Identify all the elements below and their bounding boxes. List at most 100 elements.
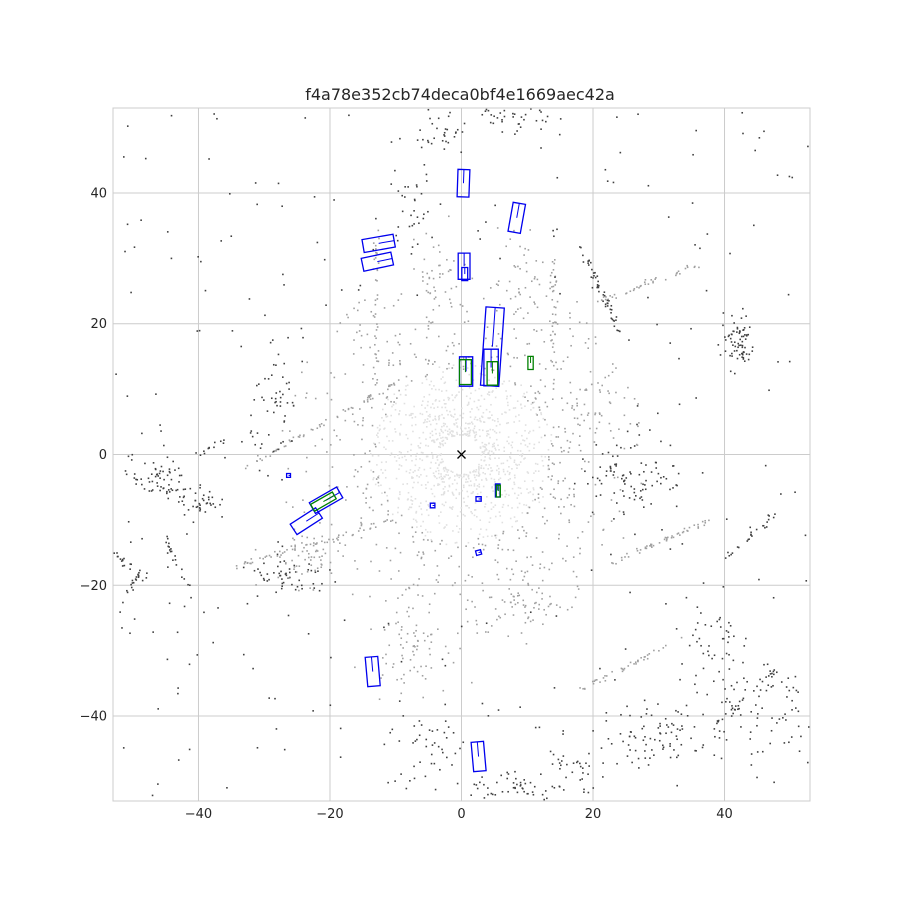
lidar-point xyxy=(393,456,396,458)
lidar-point xyxy=(452,492,454,495)
lidar-point xyxy=(679,729,681,732)
lidar-point xyxy=(650,279,653,281)
lidar-point xyxy=(514,382,516,384)
lidar-point xyxy=(634,736,637,739)
lidar-point xyxy=(549,493,552,496)
lidar-point xyxy=(495,309,498,312)
lidar-point xyxy=(602,762,604,764)
lidar-point xyxy=(497,544,500,546)
lidar-point xyxy=(555,436,558,438)
lidar-point xyxy=(519,450,522,452)
lidar-point xyxy=(495,438,498,441)
lidar-point xyxy=(482,297,485,300)
lidar-point xyxy=(380,503,383,506)
lidar-point xyxy=(356,485,359,488)
lidar-point xyxy=(410,214,412,217)
lidar-point xyxy=(399,363,402,366)
lidar-point xyxy=(517,449,519,452)
lidar-point xyxy=(554,276,556,278)
lidar-point xyxy=(386,494,388,497)
lidar-point xyxy=(459,474,462,477)
lidar-point xyxy=(259,571,261,574)
lidar-point xyxy=(669,488,671,491)
lidar-point xyxy=(502,503,505,506)
lidar-point xyxy=(371,397,374,400)
lidar-point xyxy=(780,681,783,683)
lidar-point xyxy=(321,535,324,538)
lidar-point xyxy=(476,515,478,518)
lidar-point xyxy=(484,503,487,505)
lidar-point xyxy=(722,637,725,640)
lidar-point xyxy=(229,193,231,195)
lidar-point xyxy=(768,515,770,517)
lidar-point xyxy=(506,352,509,355)
lidar-point xyxy=(462,497,465,500)
lidar-point xyxy=(604,305,607,308)
lidar-point xyxy=(235,565,238,567)
lidar-point xyxy=(258,469,261,472)
lidar-point xyxy=(384,476,387,479)
lidar-point xyxy=(264,377,266,380)
lidar-point xyxy=(675,628,678,630)
lidar-point xyxy=(253,569,256,572)
lidar-point xyxy=(550,271,553,274)
lidar-point xyxy=(443,492,445,494)
lidar-point xyxy=(519,784,522,786)
lidar-point xyxy=(474,502,477,504)
lidar-point xyxy=(470,794,472,796)
lidar-point xyxy=(439,273,441,275)
lidar-point xyxy=(479,419,481,422)
lidar-point xyxy=(745,334,748,336)
lidar-point xyxy=(331,466,334,468)
lidar-point xyxy=(273,411,275,414)
lidar-point xyxy=(721,657,724,660)
lidar-point xyxy=(472,556,474,559)
lidar-point xyxy=(162,470,164,473)
lidar-point xyxy=(391,405,393,408)
lidar-point xyxy=(426,455,429,458)
lidar-point xyxy=(156,482,158,484)
lidar-point xyxy=(281,582,284,585)
lidar-point xyxy=(455,394,457,397)
lidar-point xyxy=(473,400,476,403)
lidar-point xyxy=(406,632,409,635)
lidar-point xyxy=(626,705,628,708)
lidar-point xyxy=(471,681,473,684)
lidar-point xyxy=(602,776,604,778)
lidar-point xyxy=(472,547,475,549)
lidar-point xyxy=(675,709,677,712)
lidar-point xyxy=(151,794,154,797)
lidar-point xyxy=(380,484,382,487)
lidar-point xyxy=(425,378,428,381)
lidar-point xyxy=(447,433,449,435)
lidar-point xyxy=(644,484,646,486)
lidar-point xyxy=(438,463,441,466)
lidar-point xyxy=(681,543,684,545)
lidar-point xyxy=(527,584,530,586)
lidar-point xyxy=(585,388,587,391)
lidar-point xyxy=(292,537,294,540)
lidar-point xyxy=(474,425,476,428)
lidar-point xyxy=(527,312,529,314)
ground-truth-box xyxy=(495,484,501,498)
lidar-point xyxy=(624,483,626,485)
lidar-point xyxy=(306,536,309,539)
lidar-point xyxy=(625,477,628,479)
lidar-point xyxy=(130,291,132,294)
lidar-point xyxy=(420,665,422,668)
lidar-point xyxy=(718,670,720,673)
lidar-point xyxy=(676,738,678,741)
lidar-point xyxy=(633,445,636,447)
lidar-point xyxy=(693,266,696,269)
lidar-point xyxy=(442,436,444,439)
lidar-point xyxy=(748,538,750,540)
lidar-point xyxy=(123,564,126,567)
lidar-point xyxy=(508,380,511,382)
detection-box-heading xyxy=(476,741,480,757)
lidar-point xyxy=(456,433,459,436)
lidar-point xyxy=(457,531,460,533)
lidar-point xyxy=(197,256,199,258)
lidar-point xyxy=(521,453,524,455)
lidar-point xyxy=(449,268,451,271)
lidar-point xyxy=(452,494,455,496)
